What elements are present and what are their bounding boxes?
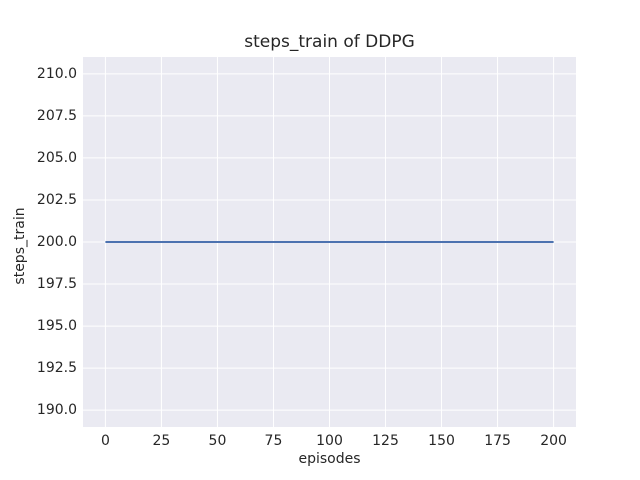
- y-tick-label: 200.0: [36, 234, 77, 250]
- y-tick-label: 192.5: [36, 360, 77, 377]
- plot-canvas: [83, 57, 576, 427]
- y-tick-label: 207.5: [36, 107, 77, 124]
- plot-area: [83, 57, 576, 427]
- x-tick-label: 25: [152, 433, 171, 449]
- x-tick-label: 75: [264, 433, 283, 449]
- y-tick-label: 210.0: [36, 65, 77, 82]
- y-tick-label: 205.0: [36, 149, 77, 166]
- y-tick-label: 195.0: [36, 318, 77, 335]
- x-tick-label: 50: [208, 433, 227, 449]
- y-tick-label: 190.0: [36, 402, 77, 419]
- y-tick-label: 202.5: [36, 191, 77, 208]
- x-tick-label: 175: [484, 433, 511, 449]
- x-tick-label: 200: [540, 433, 567, 449]
- x-tick-label: 125: [372, 433, 399, 449]
- x-tick-label: 0: [100, 433, 110, 449]
- x-axis-label: episodes: [298, 451, 361, 467]
- y-tick-label: 197.5: [36, 276, 77, 293]
- chart-title: steps_train of DDPG: [244, 32, 415, 52]
- x-tick-label: 150: [428, 433, 455, 449]
- x-tick-label: 100: [316, 433, 343, 449]
